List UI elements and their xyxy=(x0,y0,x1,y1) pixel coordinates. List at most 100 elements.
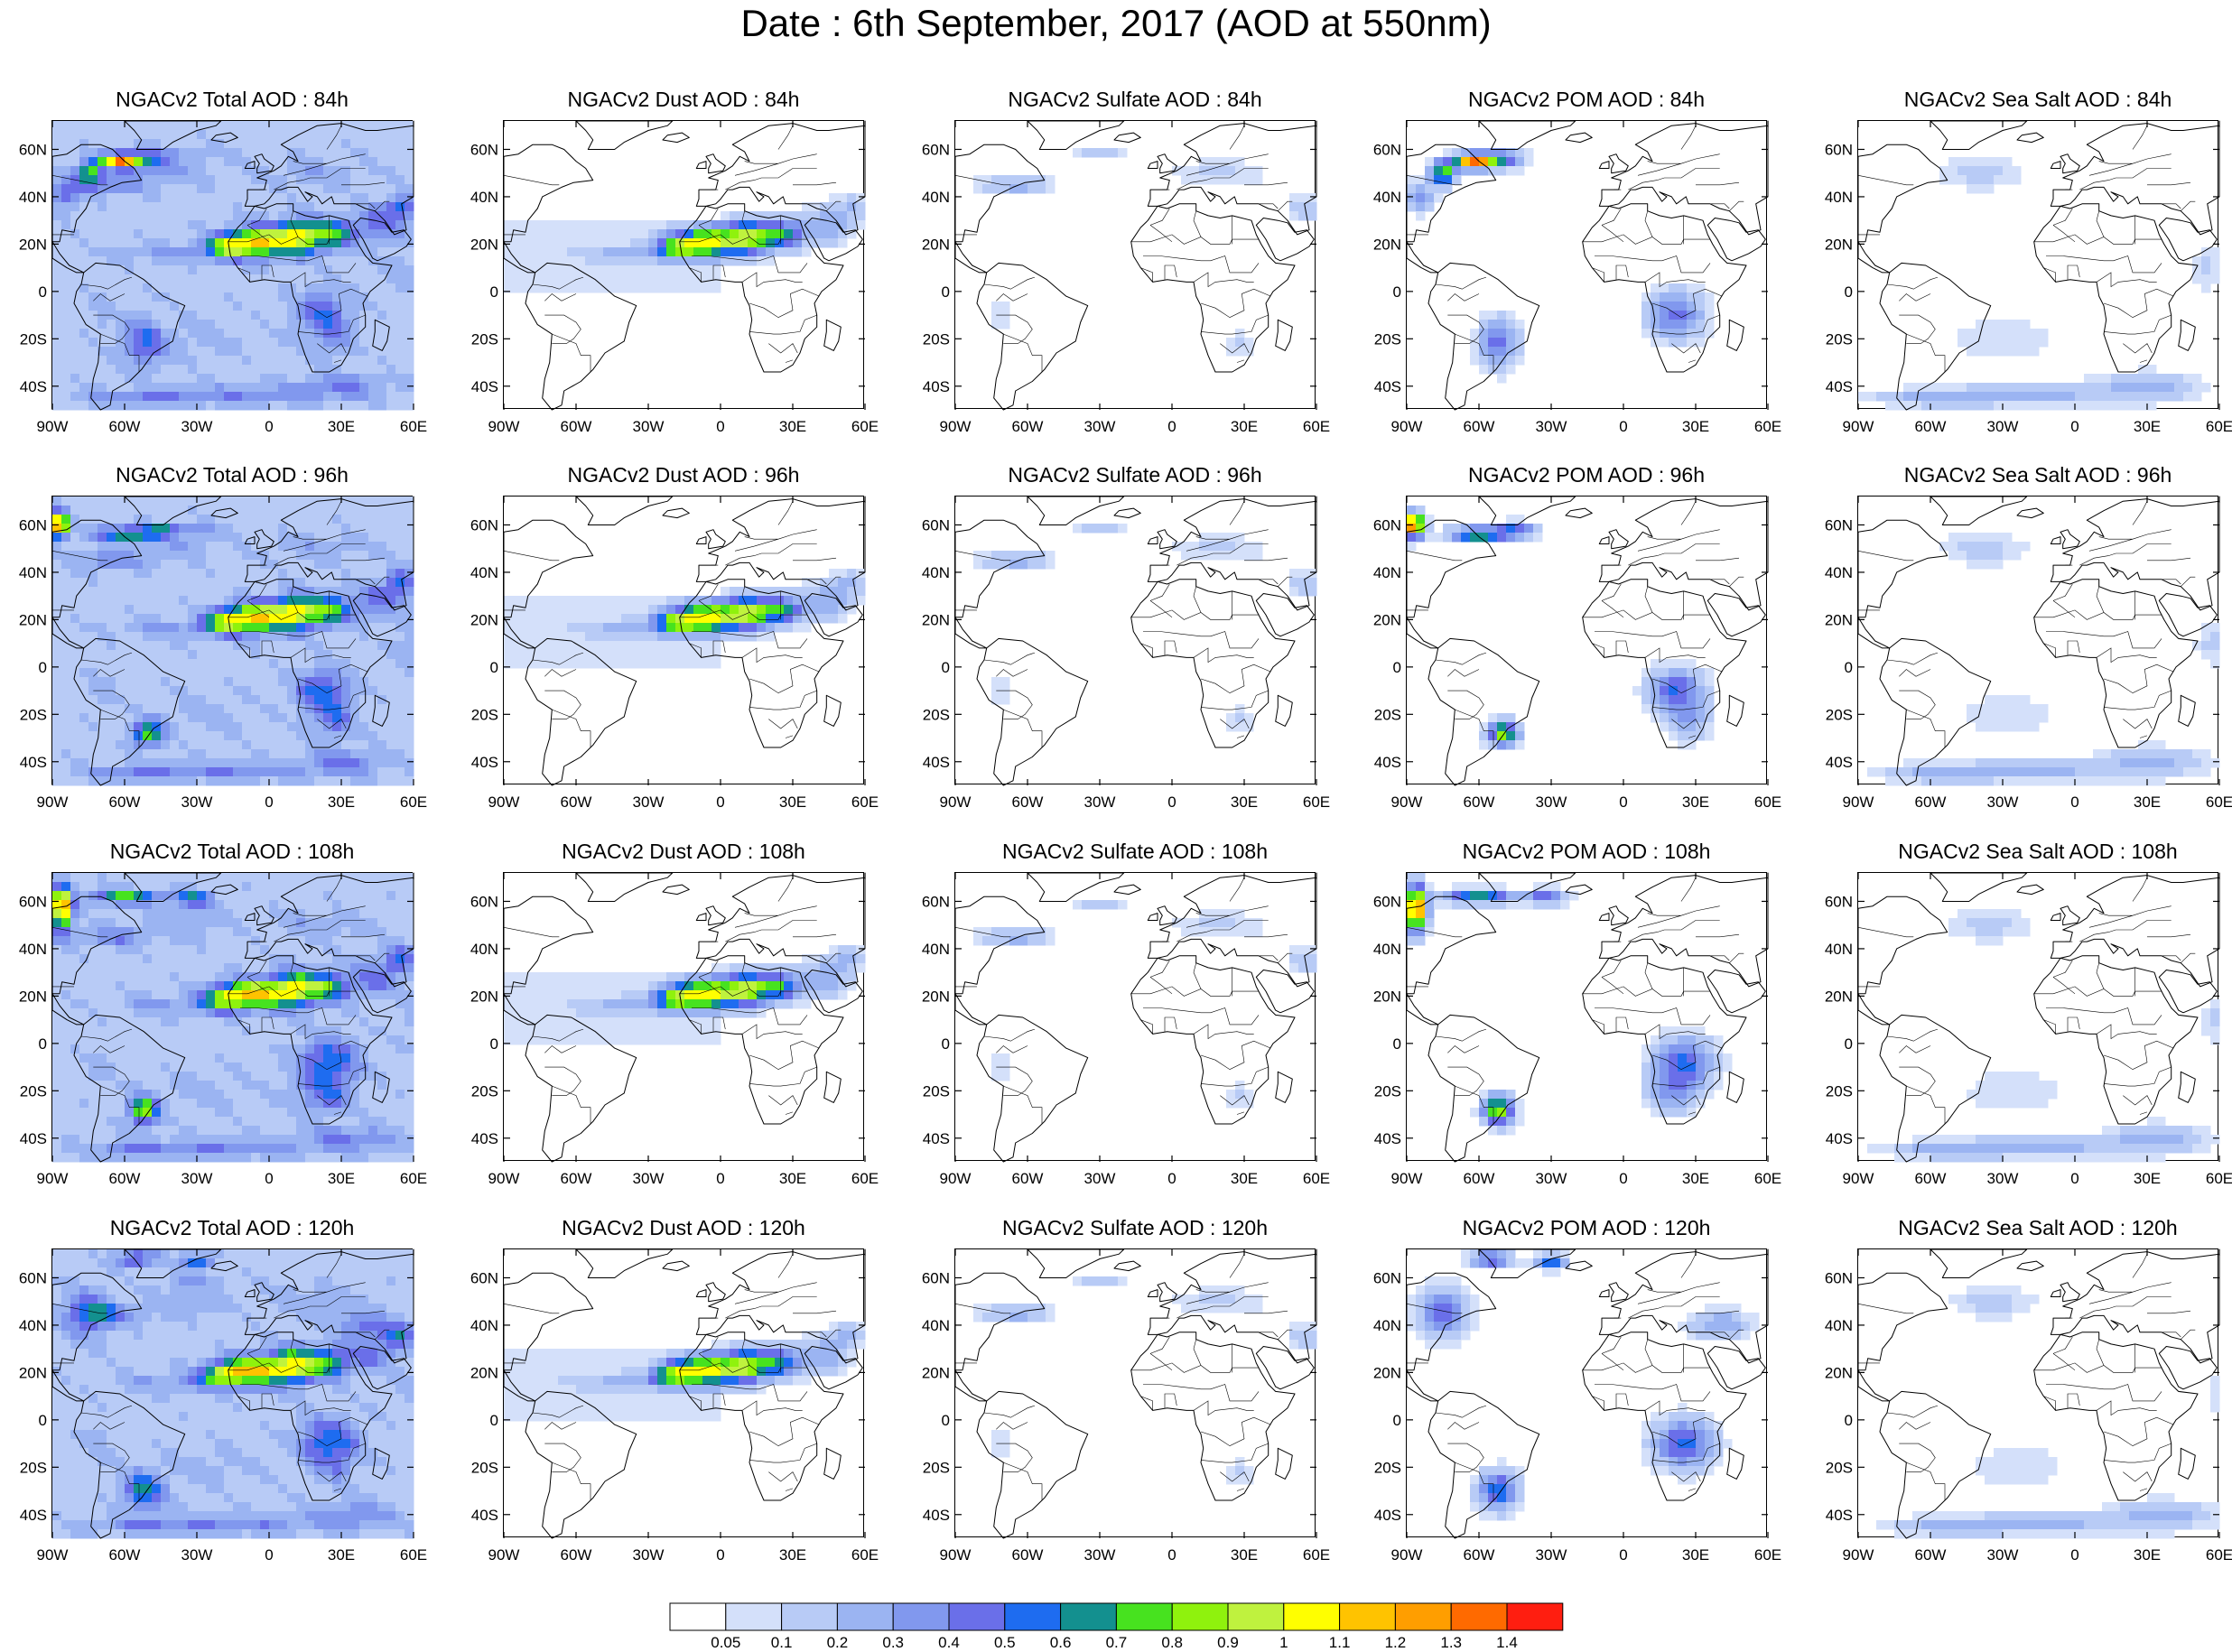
lat-tick-label: 20S xyxy=(923,706,950,723)
lon-tick-label: 60W xyxy=(1012,418,1044,435)
lat-tick-label: 40N xyxy=(922,1317,950,1334)
lat-tick-label: 0 xyxy=(490,1412,498,1429)
aod-field xyxy=(504,1322,866,1422)
page-title: Date : 6th September, 2017 (AOD at 550nm… xyxy=(0,2,2232,45)
colorbar-box xyxy=(670,1603,726,1630)
panel-title: NGACv2 Sulfate AOD : 108h xyxy=(918,840,1352,864)
colorbar-label: 0.5 xyxy=(994,1634,1016,1652)
aod-field xyxy=(504,945,866,1045)
lat-tick-label: 20N xyxy=(1373,611,1401,628)
lon-tick-label: 0 xyxy=(2070,1546,2079,1564)
colorbar-label: 0.3 xyxy=(882,1634,904,1652)
lon-tick-label: 30E xyxy=(2134,1546,2161,1564)
lat-tick-label: 40S xyxy=(1374,754,1401,771)
lat-tick-label: 40N xyxy=(922,189,950,206)
lat-tick-label: 20S xyxy=(1374,1459,1401,1476)
lon-tick-label: 30E xyxy=(2134,418,2161,435)
lon-tick-label: 90W xyxy=(1391,418,1423,435)
lon-tick-label: 30E xyxy=(1682,418,1709,435)
lon-tick-label: 30W xyxy=(1536,1170,1567,1187)
lat-tick-label: 40N xyxy=(922,941,950,958)
lat-tick-label: 60N xyxy=(1373,1269,1401,1286)
colorbar-box xyxy=(1172,1603,1228,1630)
panel-title: NGACv2 Sulfate AOD : 96h xyxy=(918,463,1352,487)
lat-tick-label: 20N xyxy=(1373,1364,1401,1381)
lat-tick-label: 60N xyxy=(19,1269,47,1286)
lon-tick-label: 30W xyxy=(181,1546,213,1564)
lat-tick-label: 40S xyxy=(20,1130,47,1147)
aod-field xyxy=(504,193,866,293)
lon-tick-label: 60E xyxy=(1754,1546,1781,1564)
coastlines xyxy=(955,121,1316,410)
lon-tick-label: 60E xyxy=(2206,794,2232,811)
lon-tick-label: 0 xyxy=(1167,418,1176,435)
lon-tick-label: 0 xyxy=(716,1546,724,1564)
lat-tick-label: 20S xyxy=(471,1082,498,1100)
lat-tick-label: 20N xyxy=(1825,611,1853,628)
lon-tick-label: 90W xyxy=(37,1546,69,1564)
lat-tick-label: 40S xyxy=(1826,1130,1853,1147)
lat-tick-label: 20S xyxy=(1374,330,1401,348)
lon-tick-label: 60W xyxy=(1464,1170,1495,1187)
lon-tick-label: 30W xyxy=(181,794,213,811)
coastlines xyxy=(955,1249,1316,1538)
lon-tick-label: 60E xyxy=(1303,794,1330,811)
lat-tick-label: 40S xyxy=(923,754,950,771)
panel-title: NGACv2 Sulfate AOD : 120h xyxy=(918,1216,1352,1240)
lat-tick-label: 20S xyxy=(20,1082,47,1100)
lon-tick-label: 60E xyxy=(400,1546,427,1564)
lat-tick-label: 60N xyxy=(470,1269,498,1286)
panel-title: NGACv2 Total AOD : 120h xyxy=(15,1216,449,1240)
lat-tick-label: 40N xyxy=(1825,1317,1853,1334)
lon-tick-label: 60E xyxy=(1303,418,1330,435)
lat-tick-label: 20N xyxy=(1373,988,1401,1005)
aod-field xyxy=(52,1249,414,1539)
lat-tick-label: 40S xyxy=(20,1507,47,1524)
lon-tick-label: 60W xyxy=(1915,1170,1947,1187)
lon-tick-label: 90W xyxy=(37,794,69,811)
lat-tick-label: 60N xyxy=(922,893,950,910)
lat-tick-label: 40N xyxy=(19,1317,47,1334)
lat-tick-label: 20S xyxy=(1374,1082,1401,1100)
aod-field xyxy=(1867,533,2220,786)
lat-tick-label: 0 xyxy=(1393,659,1401,676)
lat-tick-label: 20S xyxy=(923,330,950,348)
lat-tick-label: 40N xyxy=(1825,189,1853,206)
lat-tick-label: 20S xyxy=(471,706,498,723)
aod-field xyxy=(1876,1285,2220,1539)
lon-tick-label: 90W xyxy=(1843,1546,1874,1564)
lon-tick-label: 30E xyxy=(1682,1546,1709,1564)
panel-title: NGACv2 Sea Salt AOD : 108h xyxy=(1821,840,2232,864)
lon-tick-label: 60E xyxy=(851,1170,879,1187)
lat-tick-label: 40S xyxy=(1826,1507,1853,1524)
coastlines xyxy=(1407,873,1768,1162)
coastlines xyxy=(955,497,1316,785)
lat-tick-label: 40S xyxy=(1374,1130,1401,1147)
panel-title: NGACv2 Total AOD : 96h xyxy=(15,463,449,487)
lat-tick-label: 60N xyxy=(922,1269,950,1286)
lat-tick-label: 60N xyxy=(470,893,498,910)
